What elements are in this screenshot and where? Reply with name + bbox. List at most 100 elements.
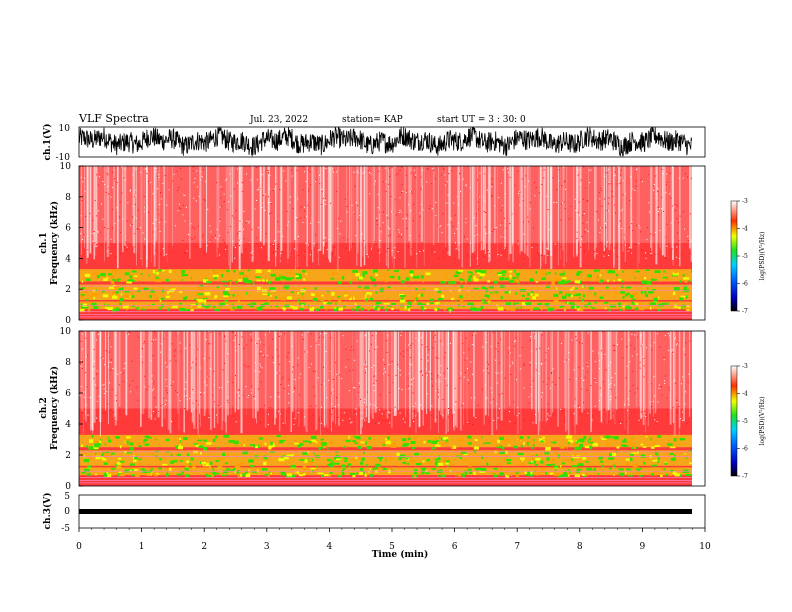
spectrogram-speckle <box>132 205 134 207</box>
spectrogram-speckle <box>366 254 368 256</box>
spectrogram-speckle <box>554 243 556 245</box>
spectrogram-streak <box>268 166 270 257</box>
spectrogram-speckle <box>111 171 113 173</box>
spectrogram-patch <box>328 474 332 477</box>
spectrogram-patch <box>228 272 230 276</box>
spectrogram-patch <box>110 275 115 279</box>
spectrogram-patch <box>467 468 472 471</box>
spectrogram-speckle <box>98 176 100 178</box>
spectrogram-speckle <box>522 221 524 223</box>
spectrogram-patch <box>520 445 523 448</box>
spectrogram-speckle <box>677 342 679 344</box>
spectrogram-patch <box>577 468 583 471</box>
spectrogram-speckle <box>667 333 669 335</box>
spectrogram-streak <box>606 166 607 248</box>
spectrogram-speckle <box>231 215 233 217</box>
spectrogram-speckle <box>621 228 623 230</box>
spectrogram-patch <box>80 287 86 289</box>
spectrogram-streak <box>210 331 212 430</box>
spectrogram-streak <box>459 331 462 431</box>
spectrogram-speckle <box>279 363 281 365</box>
spectrogram-speckle <box>601 205 603 207</box>
spectrogram-speckle <box>169 348 171 350</box>
spectrogram-speckle <box>463 376 465 378</box>
spectrogram-patch <box>672 470 676 475</box>
spectrogram-streak <box>448 331 449 410</box>
spectrogram-speckle <box>517 406 519 408</box>
spectrogram-speckle <box>208 331 210 333</box>
spectrogram-streak <box>146 166 148 268</box>
spectrogram-speckle <box>675 256 677 258</box>
spectrogram-speckle <box>144 168 146 170</box>
spectrogram-speckle <box>497 372 499 374</box>
spectrogram-patch <box>590 305 592 308</box>
spectrogram-streak <box>672 331 675 424</box>
spectrogram-streak <box>350 166 352 249</box>
spectrogram-patch <box>647 287 649 290</box>
spectrogram-patch <box>350 463 353 466</box>
spectrogram-patch <box>615 273 619 277</box>
spectrogram-streak <box>284 331 286 425</box>
spectrogram-patch <box>520 306 523 309</box>
spectrogram-streak <box>234 331 236 413</box>
spectrogram-speckle <box>272 338 274 340</box>
spectrogram-patch <box>606 285 609 289</box>
spectrogram-patch <box>455 271 461 275</box>
spectrogram-speckle <box>157 410 159 412</box>
spectrogram-speckle <box>154 171 156 173</box>
spectrogram-patch <box>301 295 304 300</box>
spectrogram-speckle <box>675 206 677 208</box>
spectrogram-patch <box>280 276 286 280</box>
spectrogram-streak <box>240 166 242 254</box>
spectrogram-speckle <box>184 252 186 254</box>
spectrogram-speckle <box>546 247 548 249</box>
spectrogram-speckle <box>346 239 348 241</box>
spectrogram-speckle <box>154 418 156 420</box>
spectrogram-speckle <box>95 417 97 419</box>
spectrogram-speckle <box>517 240 519 242</box>
spectrogram-patch <box>632 445 636 449</box>
spectrogram-speckle <box>126 332 128 334</box>
spectrogram-patch <box>481 455 484 459</box>
spectrogram-speckle <box>631 355 633 357</box>
spectrogram-patch <box>558 474 564 479</box>
spectrogram-patch <box>658 270 661 273</box>
spectrogram-patch <box>485 452 488 455</box>
spectrogram-patch <box>120 293 123 296</box>
spectrogram-streak <box>438 331 439 433</box>
spectrogram-speckle <box>677 243 679 245</box>
spectrogram-patch <box>282 474 285 476</box>
spectrogram-patch <box>79 309 85 313</box>
spectrogram-patch <box>117 473 120 477</box>
spectrogram-patch <box>611 436 616 439</box>
spectrogram-streak <box>408 331 412 428</box>
spectrogram-speckle <box>399 369 401 371</box>
spectrogram-patch <box>691 269 692 273</box>
spectrogram-streak <box>457 166 460 247</box>
spectrogram-patch <box>168 467 172 472</box>
spectrogram-streak <box>199 331 201 427</box>
spectrogram-patch <box>613 280 615 282</box>
spectrogram-patch <box>562 291 569 294</box>
spectrogram-patch <box>429 298 434 301</box>
spectrogram-speckle <box>474 397 476 399</box>
spectrogram-patch <box>544 303 550 307</box>
spectrogram-patch <box>330 455 336 460</box>
spectrogram-streak <box>322 166 325 247</box>
spectrogram-patch <box>530 292 533 296</box>
spectrogram-patch <box>103 472 109 476</box>
spectrogram-patch <box>132 467 135 470</box>
spectrogram-band <box>79 434 692 448</box>
spectrogram-speckle <box>479 172 481 174</box>
spectrogram-streak <box>292 331 294 412</box>
spectrogram-speckle <box>462 342 464 344</box>
spectrogram-patch <box>213 270 220 274</box>
spectrogram-speckle <box>603 409 605 411</box>
spectrogram-speckle <box>479 196 481 198</box>
spectrogram-streak <box>594 166 596 258</box>
spectrogram-speckle <box>614 384 616 386</box>
spectrogram-speckle <box>665 184 667 186</box>
spectrogram-speckle <box>411 343 413 345</box>
spectrogram-speckle <box>446 181 448 183</box>
spectrogram-speckle <box>156 175 158 177</box>
